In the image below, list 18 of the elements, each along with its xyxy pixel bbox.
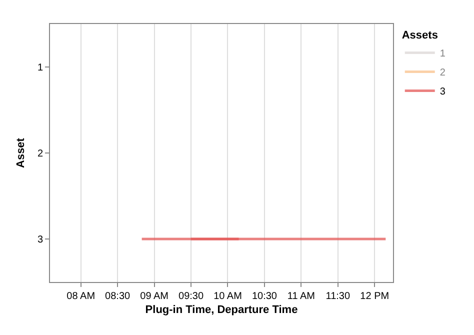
y-axis-title: Asset (15, 138, 28, 168)
legend-label: 2 (440, 68, 446, 79)
x-tick-label: 11 AM (287, 291, 315, 302)
legend-title: Assets (402, 29, 438, 42)
x-tick-label: 09 AM (140, 291, 168, 302)
y-tick-label: 2 (37, 148, 44, 160)
y-tick-label: 1 (37, 62, 44, 74)
x-tick-label: 12 PM (360, 291, 390, 302)
x-tick-label: 11:30 (326, 291, 350, 302)
x-tick-label: 10:30 (252, 291, 278, 302)
legend-label: 3 (440, 86, 446, 98)
legend-label: 1 (440, 48, 446, 60)
x-tick-label: 09:30 (178, 291, 204, 302)
x-tick-label: 08:30 (105, 291, 131, 302)
x-axis-title: Plug-in Time, Departure Time (145, 304, 298, 316)
y-tick-label: 3 (37, 234, 44, 246)
x-tick-label: 08 AM (66, 291, 96, 302)
x-tick-label: 10 AM (214, 291, 242, 302)
